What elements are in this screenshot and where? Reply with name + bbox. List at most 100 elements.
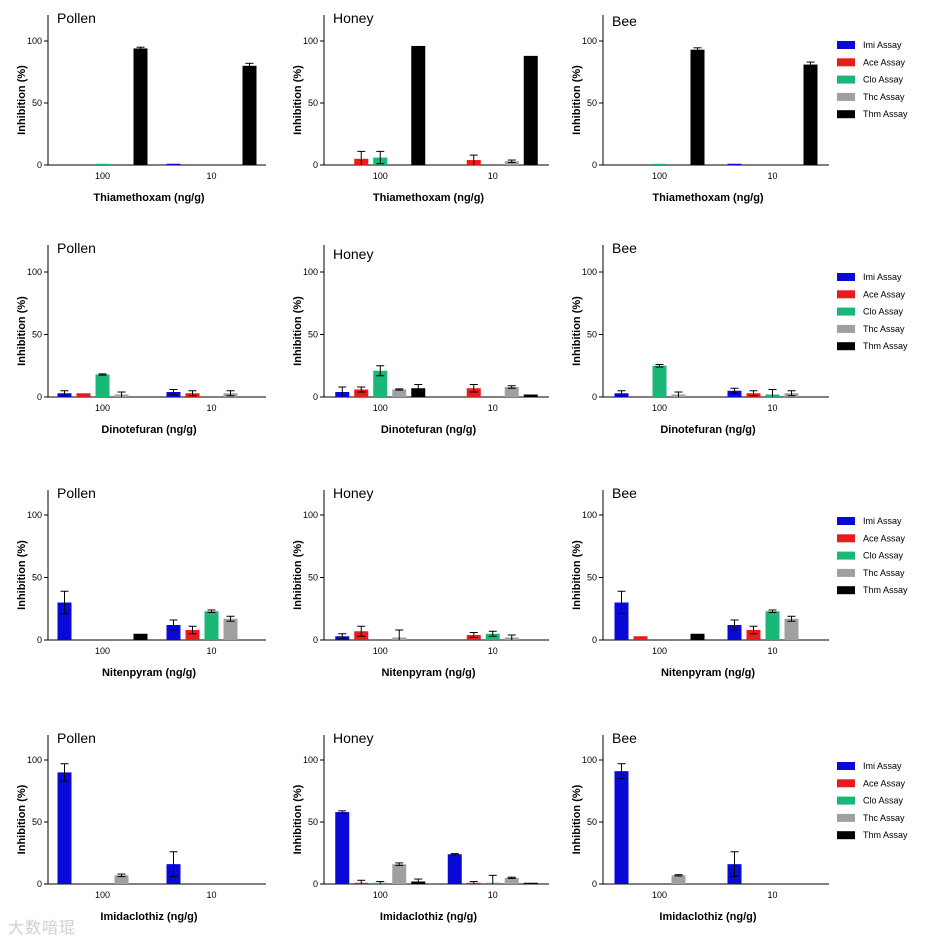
y-tick-label: 0 bbox=[313, 879, 318, 889]
legend-label: Ace Assay bbox=[863, 289, 906, 299]
legend-row-3: Imi Assay Ace Assay Clo Assay Thc Assay Thm … bbox=[837, 516, 908, 595]
bar-thc-10 bbox=[504, 161, 519, 165]
bar-thm-100 bbox=[411, 45, 426, 165]
chart-panel-honey-3: 0 50 100 Honey Inhibition (%) Nitenpyram (ng/… bbox=[292, 485, 549, 679]
bar-thm-10 bbox=[523, 55, 538, 165]
legend-label: Thc Assay bbox=[863, 92, 905, 102]
bar-thc-10 bbox=[504, 387, 519, 397]
chart-panel-bee-2: 0 50 100 Bee Inhibition (%) Dinotefuran (ng/g… bbox=[571, 240, 829, 436]
y-axis-title: Inhibition (%) bbox=[571, 540, 583, 610]
x-tick-label: 100 bbox=[652, 171, 667, 181]
chart-panel-honey-4: 0 50 100 Honey Inhibition (%) Imidaclothiz (n… bbox=[292, 730, 549, 923]
y-tick-label: 100 bbox=[27, 36, 42, 46]
panel-title: Pollen bbox=[57, 730, 96, 746]
chart-panel-pollen-3: 0 50 100 Pollen Inhibition (%) Nitenpyram (ng… bbox=[16, 485, 266, 679]
y-tick-label: 100 bbox=[303, 510, 318, 520]
y-axis-title: Inhibition (%) bbox=[16, 540, 28, 610]
y-tick-label: 50 bbox=[587, 817, 597, 827]
y-tick-label: 50 bbox=[32, 98, 42, 108]
bar-clo-100 bbox=[95, 374, 110, 397]
x-tick-label: 10 bbox=[767, 403, 777, 413]
legend-swatch bbox=[837, 813, 855, 822]
bar-thm-100 bbox=[690, 49, 705, 165]
legend-label: Imi Assay bbox=[863, 272, 902, 282]
bar-thm-10 bbox=[803, 64, 818, 165]
x-tick-label: 100 bbox=[95, 890, 110, 900]
bar-clo-100 bbox=[373, 370, 388, 397]
y-tick-label: 100 bbox=[582, 267, 597, 277]
y-tick-label: 100 bbox=[27, 755, 42, 765]
y-axis-title: Inhibition (%) bbox=[292, 784, 304, 854]
bar-thm-10 bbox=[523, 882, 538, 884]
legend-label: Thm Assay bbox=[863, 341, 908, 351]
bar-thc-100 bbox=[392, 389, 407, 397]
bar-thm-100 bbox=[411, 388, 426, 397]
bar-ace-10 bbox=[746, 630, 761, 640]
y-axis-title: Inhibition (%) bbox=[292, 540, 304, 610]
bar-imi-10 bbox=[166, 625, 181, 640]
legend-swatch bbox=[837, 324, 855, 333]
bar-thc-10 bbox=[784, 618, 799, 640]
x-tick-label: 10 bbox=[488, 646, 498, 656]
panel-title: Pollen bbox=[57, 10, 96, 26]
panel-title: Honey bbox=[333, 730, 373, 746]
legend-label: Clo Assay bbox=[863, 75, 904, 85]
bar-imi-10 bbox=[447, 854, 462, 884]
bar-ace-100 bbox=[76, 393, 91, 397]
legend-swatch bbox=[837, 290, 855, 299]
chart-panel-honey-1: 0 50 100 Honey Inhibition (%) Thiamethoxam (n… bbox=[292, 10, 549, 204]
x-tick-label: 100 bbox=[373, 890, 388, 900]
legend-swatch bbox=[837, 831, 855, 840]
y-axis-title: Inhibition (%) bbox=[292, 296, 304, 366]
bar-imi-10 bbox=[727, 163, 742, 165]
legend-label: Thc Assay bbox=[863, 324, 905, 334]
bar-thm-100 bbox=[690, 633, 705, 640]
bar-imi-10 bbox=[166, 163, 181, 165]
bar-imi-100 bbox=[57, 602, 72, 640]
x-tick-label: 10 bbox=[206, 403, 216, 413]
legend-swatch bbox=[837, 307, 855, 316]
bar-thm-100 bbox=[133, 48, 148, 165]
y-tick-label: 50 bbox=[32, 573, 42, 583]
x-tick-label: 10 bbox=[767, 171, 777, 181]
x-tick-label: 10 bbox=[767, 646, 777, 656]
x-tick-label: 100 bbox=[373, 403, 388, 413]
bar-clo-10 bbox=[485, 633, 500, 640]
y-tick-label: 0 bbox=[313, 635, 318, 645]
legend-label: Imi Assay bbox=[863, 516, 902, 526]
y-tick-label: 50 bbox=[587, 330, 597, 340]
panel-title: Bee bbox=[612, 13, 637, 29]
legend-swatch bbox=[837, 92, 855, 101]
x-tick-label: 10 bbox=[767, 890, 777, 900]
x-axis-title: Nitenpyram (ng/g) bbox=[102, 667, 196, 679]
bar-imi-100 bbox=[614, 602, 629, 640]
chart-panel-pollen-1: 0 50 100 Pollen Inhibition (%) Thiamethoxam (… bbox=[16, 10, 266, 204]
y-tick-label: 100 bbox=[303, 267, 318, 277]
y-axis-title: Inhibition (%) bbox=[571, 65, 583, 135]
y-tick-label: 100 bbox=[582, 755, 597, 765]
legend-row-2: Imi Assay Ace Assay Clo Assay Thc Assay Thm … bbox=[837, 272, 908, 351]
bar-clo-10 bbox=[204, 611, 219, 640]
legend-label: Ace Assay bbox=[863, 57, 906, 67]
x-axis-title: Nitenpyram (ng/g) bbox=[381, 667, 475, 679]
bar-thm-10 bbox=[242, 65, 257, 165]
bar-clo-10 bbox=[765, 611, 780, 640]
y-tick-label: 0 bbox=[592, 879, 597, 889]
y-tick-label: 0 bbox=[592, 392, 597, 402]
legend-swatch bbox=[837, 762, 855, 770]
y-tick-label: 50 bbox=[32, 330, 42, 340]
x-tick-label: 100 bbox=[95, 171, 110, 181]
y-axis-title: Inhibition (%) bbox=[571, 296, 583, 366]
bar-clo-100 bbox=[95, 163, 110, 165]
legend-swatch bbox=[837, 796, 855, 805]
legend-label: Clo Assay bbox=[863, 307, 904, 317]
y-tick-label: 50 bbox=[308, 330, 318, 340]
panel-title: Honey bbox=[333, 485, 373, 501]
x-axis-title: Dinotefuran (ng/g) bbox=[660, 424, 756, 436]
legend-label: Ace Assay bbox=[863, 533, 906, 543]
x-tick-label: 10 bbox=[488, 403, 498, 413]
bar-ace-10 bbox=[466, 388, 481, 397]
chart-panel-bee-4: 0 50 100 Bee Inhibition (%) Imidaclothiz (ng/… bbox=[571, 730, 829, 923]
legend-swatch bbox=[837, 273, 855, 281]
